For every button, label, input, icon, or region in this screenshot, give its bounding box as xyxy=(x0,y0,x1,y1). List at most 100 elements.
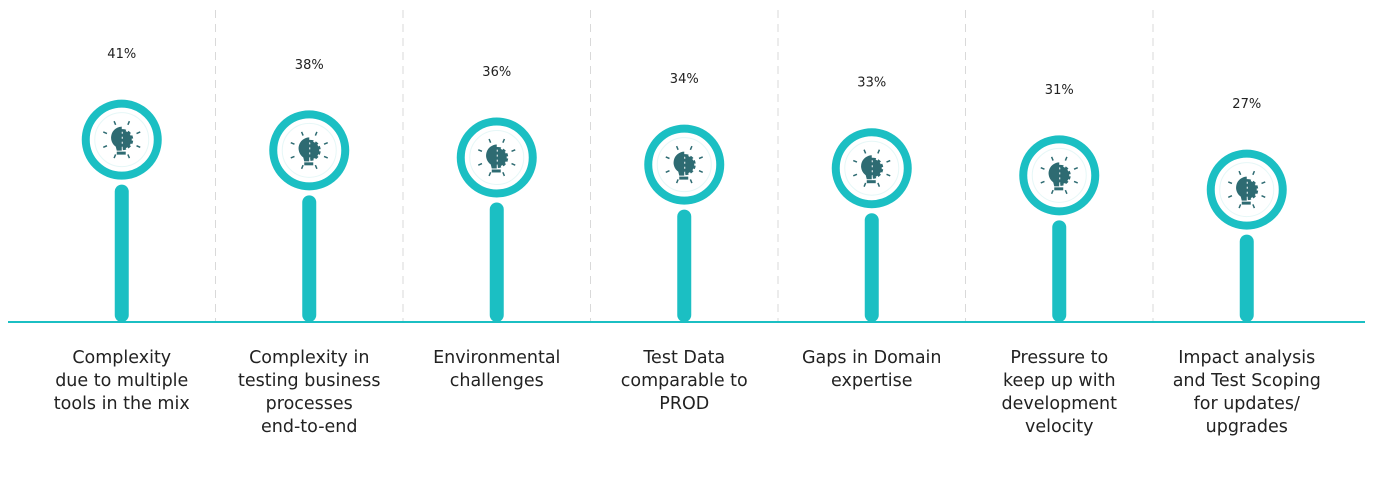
category-label: Complexity due to multiple tools in the … xyxy=(53,348,190,414)
pin-stem xyxy=(302,195,317,322)
icon-ray xyxy=(665,156,670,160)
pin xyxy=(1206,149,1287,322)
category-label: Gaps in Domain expertise xyxy=(802,348,942,391)
icon-bulb xyxy=(861,155,872,180)
icon-ray xyxy=(477,162,483,166)
icon-ray xyxy=(1227,181,1233,185)
icon-ray xyxy=(886,173,891,177)
icon-ray xyxy=(323,155,329,159)
icon-base xyxy=(1241,201,1251,205)
icon-ray xyxy=(488,138,492,143)
pin xyxy=(831,128,912,322)
pin-stem xyxy=(1239,234,1254,322)
pin-stem xyxy=(1052,220,1067,322)
icon-base xyxy=(491,169,501,173)
icon-ray xyxy=(113,120,117,126)
icon-ray xyxy=(877,149,881,154)
icon-base xyxy=(304,162,314,166)
icon-ray xyxy=(863,182,867,187)
icon-gear xyxy=(496,146,509,168)
icon-ray xyxy=(1252,170,1256,176)
icon-ray xyxy=(127,154,131,159)
icon-ray xyxy=(290,155,295,159)
icon-base xyxy=(679,176,689,180)
icon-ray xyxy=(488,171,492,177)
icon-ray xyxy=(1064,189,1068,195)
icon-gear xyxy=(871,157,884,179)
icon-bulb xyxy=(1236,176,1247,201)
icon-ray xyxy=(113,154,117,159)
category-label: Pressure to keep up with development vel… xyxy=(1001,348,1117,437)
icon-ray xyxy=(852,159,858,163)
value-label: 31% xyxy=(1045,83,1074,98)
icon-gear xyxy=(308,139,321,161)
icon-ray xyxy=(1050,189,1054,195)
icon-ray xyxy=(877,182,881,187)
icon-base xyxy=(116,151,126,155)
icon-ray xyxy=(1040,180,1045,184)
icon-ray xyxy=(290,141,295,145)
icon-ray xyxy=(886,159,891,163)
pin-stem xyxy=(489,202,504,322)
icon-ray xyxy=(675,145,679,151)
category-label: Complexity in testing business processes… xyxy=(237,348,381,437)
value-label: 38% xyxy=(295,58,324,73)
icon-gear xyxy=(1246,179,1259,201)
icon-ray xyxy=(863,149,867,154)
icon-ray xyxy=(698,156,704,160)
icon-ray xyxy=(1073,180,1079,184)
pin xyxy=(269,110,350,322)
icon-base xyxy=(866,180,876,184)
icon-base xyxy=(1054,187,1064,191)
icon-ray xyxy=(300,131,304,136)
icon-ray xyxy=(136,131,141,135)
pin-stem xyxy=(864,213,879,322)
icon-ray xyxy=(1261,195,1266,198)
icon-ray xyxy=(1261,181,1266,185)
icon-ray xyxy=(1040,166,1045,170)
icon-gear xyxy=(1058,164,1071,186)
icon-ray xyxy=(314,131,318,136)
icon-bulb xyxy=(298,137,310,162)
icon-bulb xyxy=(1048,162,1060,187)
pin xyxy=(81,99,162,322)
icon-ray xyxy=(1252,204,1256,209)
icon-ray xyxy=(323,141,329,145)
icon-ray xyxy=(136,145,141,148)
pin-stem xyxy=(677,209,692,322)
icon-ray xyxy=(1238,204,1242,209)
icon-gear xyxy=(121,129,134,151)
icon-ray xyxy=(1238,170,1242,176)
icon-ray xyxy=(689,145,693,151)
icon-ray xyxy=(477,149,483,153)
icon-ray xyxy=(502,171,506,177)
icon-bulb xyxy=(111,126,122,151)
icon-ray xyxy=(1073,166,1079,170)
value-label: 33% xyxy=(857,76,886,91)
value-label: 34% xyxy=(670,72,699,87)
icon-ray xyxy=(1050,156,1054,161)
icon-ray xyxy=(665,170,670,173)
icon-gear xyxy=(683,154,696,176)
icon-ray xyxy=(511,162,516,166)
pin xyxy=(1019,135,1100,322)
icon-ray xyxy=(1227,195,1233,198)
icon-ray xyxy=(689,179,693,184)
category-label: Test Data comparable to PROD xyxy=(620,348,748,414)
icon-ray xyxy=(852,173,858,177)
icon-ray xyxy=(314,164,318,170)
icon-ray xyxy=(127,120,131,126)
icon-ray xyxy=(102,131,108,135)
icon-ray xyxy=(675,179,679,184)
icon-ray xyxy=(698,170,704,173)
category-label: Impact analysis and Test Scoping for upd… xyxy=(1172,348,1321,437)
icon-bulb xyxy=(486,144,497,169)
icon-ray xyxy=(1064,156,1068,161)
value-label: 41% xyxy=(107,47,136,62)
category-label: Environmental challenges xyxy=(433,348,561,391)
value-label: 27% xyxy=(1232,97,1261,112)
pin xyxy=(644,124,725,322)
icon-bulb xyxy=(673,151,685,176)
